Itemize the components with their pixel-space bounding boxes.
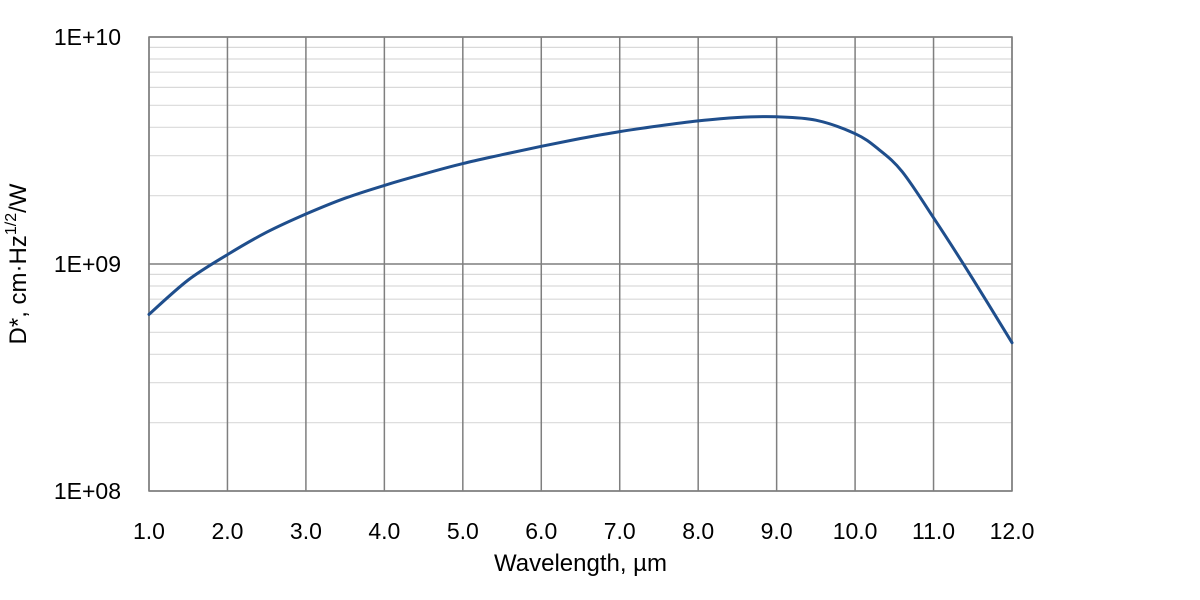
x-tick-label: 3.0 [290, 518, 322, 544]
x-tick-label: 7.0 [604, 518, 636, 544]
x-tick-label: 12.0 [990, 518, 1035, 544]
x-tick-labels: 1.0 2.0 3.0 4.0 5.0 6.0 7.0 8.0 9.0 10.0 11.0 12.0 [133, 518, 1034, 544]
y-axis-title-superscript: 1/2 [3, 213, 20, 235]
x-tick-label: 2.0 [211, 518, 243, 544]
plot-area-frame [148, 36, 1013, 492]
y-axis-title: D*, cm·Hz1/2/W [3, 183, 32, 344]
x-tick-label: 4.0 [368, 518, 400, 544]
x-axis-title: Wavelength, µm [494, 550, 667, 577]
x-tick-label: 5.0 [447, 518, 479, 544]
x-tick-label: 9.0 [761, 518, 793, 544]
x-tick-label: 1.0 [133, 518, 165, 544]
x-tick-label: 6.0 [525, 518, 557, 544]
x-tick-label: 11.0 [912, 518, 955, 544]
y-tick-label: 1E+09 [54, 251, 121, 277]
x-tick-label: 8.0 [682, 518, 714, 544]
minor-grid [149, 46, 1012, 424]
y-axis-title-prefix: D*, cm·Hz [5, 235, 32, 344]
y-tick-label: 1E+10 [54, 24, 121, 50]
y-tick-labels: 1E+08 1E+09 1E+10 [54, 24, 121, 504]
series-line [147, 115, 1014, 345]
y-tick-label: 1E+08 [54, 478, 121, 504]
x-tick-label: 10.0 [833, 518, 878, 544]
y-axis-title-suffix: /W [5, 183, 32, 213]
